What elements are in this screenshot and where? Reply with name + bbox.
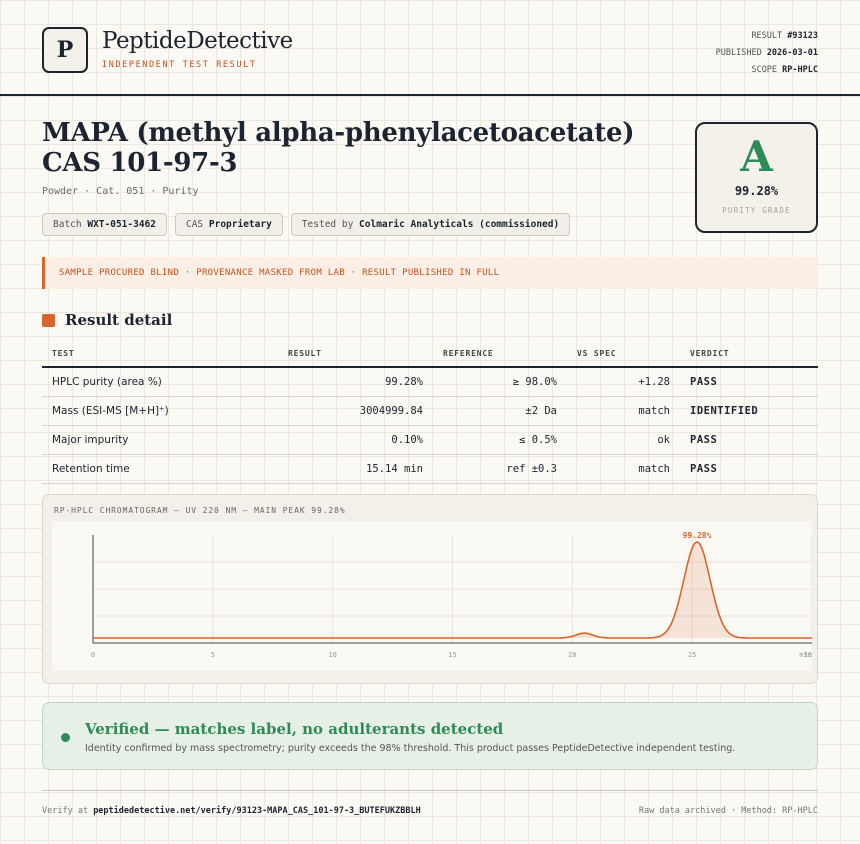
col-verdict: VERDICT — [680, 341, 818, 368]
meta-result-value: #93123 — [787, 31, 818, 41]
verdict-badge: PASS — [680, 454, 818, 484]
meta-scope-value: RP-HPLC — [782, 65, 818, 75]
table-row: HPLC purity (area %) 99.28% ≥ 98.0% +1.2… — [42, 367, 818, 397]
table-row: Major impurity 0.10% ≤ 0.5% ok PASS — [42, 425, 818, 455]
x-tick-label: 0 — [91, 651, 95, 659]
cas-value: Proprietary — [208, 219, 272, 230]
verify-label: Verify at — [42, 806, 89, 816]
meta-scope-label: SCOPE — [751, 65, 778, 75]
col-result: RESULT — [278, 341, 433, 368]
cell-result: 0.10% — [278, 425, 433, 455]
verify-url-link[interactable]: peptidedetective.net/verify/93123-MAPA_C… — [93, 806, 421, 816]
cell-test: HPLC purity (area %) — [42, 367, 278, 397]
verdict-badge: IDENTIFIED — [680, 396, 818, 426]
meta-published-label: PUBLISHED — [715, 48, 762, 58]
purity-grade-card: A 99.28% PURITY GRADE — [695, 122, 818, 233]
footer-method: Raw data archived · Method: RP-HPLC — [638, 806, 818, 816]
meta-result: RESULT #93123 — [716, 28, 818, 45]
verdict-badge: PASS — [680, 367, 818, 397]
section-title: Result detail — [65, 311, 173, 329]
batch-chip: Batch WXT-051-3462 — [42, 213, 167, 236]
verified-title: Verified — matches label, no adulterants… — [85, 720, 504, 738]
cell-test: Major impurity — [42, 425, 278, 455]
batch-value: WXT-051-3462 — [87, 219, 156, 230]
x-tick-label: 15 — [448, 651, 456, 659]
tested-by-chip: Tested by Colmaric Analyticals (commissi… — [290, 213, 571, 236]
cell-reference: ≤ 0.5% — [433, 425, 567, 455]
cell-reference: ±2 Da — [433, 396, 567, 426]
cell-vs-spec: +1.28 — [567, 367, 680, 397]
x-tick-label: 10 — [328, 651, 336, 659]
verdict-badge: PASS — [680, 425, 818, 455]
cell-reference: ≥ 98.0% — [433, 367, 567, 397]
col-vs-spec: VS SPEC — [567, 341, 680, 368]
logo-mark[interactable]: P — [42, 27, 88, 73]
plot-background — [52, 521, 812, 671]
x-axis-unit: min — [799, 651, 812, 659]
meta-published-value: 2026-03-01 — [766, 48, 818, 58]
grade-letter: A — [740, 132, 773, 181]
x-tick-label: 30 — [804, 651, 812, 659]
verified-status-icon — [61, 733, 70, 742]
chromatogram-label: RP-HPLC CHROMATOGRAM — UV 220 NM — MAIN … — [54, 506, 346, 515]
cell-result: 3004999.84 — [278, 396, 433, 426]
verification-callout: Verified — matches label, no adulterants… — [42, 702, 818, 770]
procurement-banner: SAMPLE PROCURED BLIND · PROVENANCE MASKE… — [42, 257, 818, 289]
result-meta: RESULT #93123 PUBLISHED 2026-03-01 SCOPE… — [716, 28, 818, 79]
col-reference: REFERENCE — [433, 341, 567, 368]
x-tick-label: 20 — [568, 651, 576, 659]
header: P PeptideDetective INDEPENDENT TEST RESU… — [0, 0, 860, 96]
result-detail-heading: Result detail — [42, 311, 172, 329]
grade-label: PURITY GRADE — [722, 206, 791, 215]
cell-vs-spec: match — [567, 454, 680, 484]
footer: Verify at peptidedetective.net/verify/93… — [42, 790, 818, 816]
chromatogram-trace — [93, 541, 812, 639]
col-test: TEST — [42, 341, 278, 368]
results-table: TEST RESULT REFERENCE VS SPEC VERDICT HP… — [42, 341, 818, 484]
x-tick-label: 25 — [688, 651, 696, 659]
x-tick-label: 5 — [211, 651, 215, 659]
product-subtitle: Powder · Cat. 051 · Purity — [42, 186, 199, 197]
verify-link-row: Verify at peptidedetective.net/verify/93… — [42, 806, 421, 816]
grade-percent: 99.28% — [734, 184, 779, 198]
cell-test: Mass (ESI-MS [M+H]⁺) — [42, 396, 278, 426]
cell-test: Retention time — [42, 454, 278, 484]
cas-label: CAS — [185, 219, 204, 230]
product-title: MAPA (methyl alpha-phenylacetoacetate) C… — [42, 118, 635, 178]
chip-row: Batch WXT-051-3462 CAS Proprietary Teste… — [42, 213, 571, 236]
table-header-row: TEST RESULT REFERENCE VS SPEC VERDICT — [42, 341, 818, 368]
cell-result: 15.14 min — [278, 454, 433, 484]
cell-vs-spec: ok — [567, 425, 680, 455]
table-row: Mass (ESI-MS [M+H]⁺) 3004999.84 ±2 Da ma… — [42, 396, 818, 426]
table-row: Retention time 15.14 min ref ±0.3 match … — [42, 454, 818, 484]
cell-vs-spec: match — [567, 396, 680, 426]
meta-result-label: RESULT — [751, 31, 783, 41]
meta-scope: SCOPE RP-HPLC — [716, 62, 818, 79]
brand-name[interactable]: PeptideDetective — [102, 28, 293, 54]
chromatogram-panel: RP-HPLC CHROMATOGRAM — UV 220 NM — MAIN … — [42, 494, 818, 684]
cas-chip: CAS Proprietary — [174, 213, 283, 236]
tested-label: Tested by — [301, 219, 354, 230]
batch-label: Batch — [53, 219, 82, 230]
cell-result: 99.28% — [278, 367, 433, 397]
brand-tagline: INDEPENDENT TEST RESULT — [102, 60, 257, 70]
section-marker-icon — [42, 313, 55, 327]
cell-reference: ref ±0.3 — [433, 454, 567, 484]
plot-grid — [92, 535, 812, 643]
verified-description: Identity confirmed by mass spectrometry;… — [85, 743, 736, 754]
main-peak-label: 99.28% — [683, 531, 712, 540]
meta-published: PUBLISHED 2026-03-01 — [716, 45, 818, 62]
tested-value: Colmaric Analyticals (commissioned) — [359, 219, 560, 230]
